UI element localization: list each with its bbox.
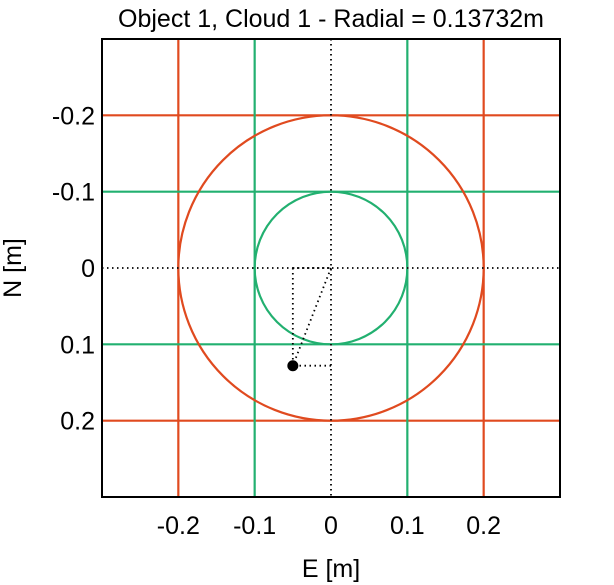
axes-frame [101, 38, 561, 498]
x-tick-label: -0.1 [233, 512, 276, 540]
y-tick-label: -0.1 [52, 179, 95, 207]
y-tick-label: -0.2 [52, 102, 95, 130]
x-tick-label: 0 [324, 512, 338, 540]
tick-labels: -0.2 -0.1 0 0.1 0.2 -0.2 -0.1 0 0.1 0.2 [52, 102, 501, 540]
y-tick-label: 0 [81, 255, 95, 283]
plot-area [101, 38, 561, 498]
y-tick-label: 0.1 [60, 331, 95, 359]
x-tick-label: -0.2 [157, 512, 200, 540]
y-tick-label: 0.2 [60, 408, 95, 436]
chart-title: Object 1, Cloud 1 - Radial = 0.13732m [118, 5, 544, 33]
x-axis-label: E [m] [302, 555, 360, 583]
x-tick-label: 0.1 [390, 512, 425, 540]
radial-line-0 [291, 267, 332, 367]
data-point-0 [287, 360, 299, 372]
x-tick-label: 0.2 [466, 512, 501, 540]
y-axis-label: N [m] [0, 238, 27, 298]
